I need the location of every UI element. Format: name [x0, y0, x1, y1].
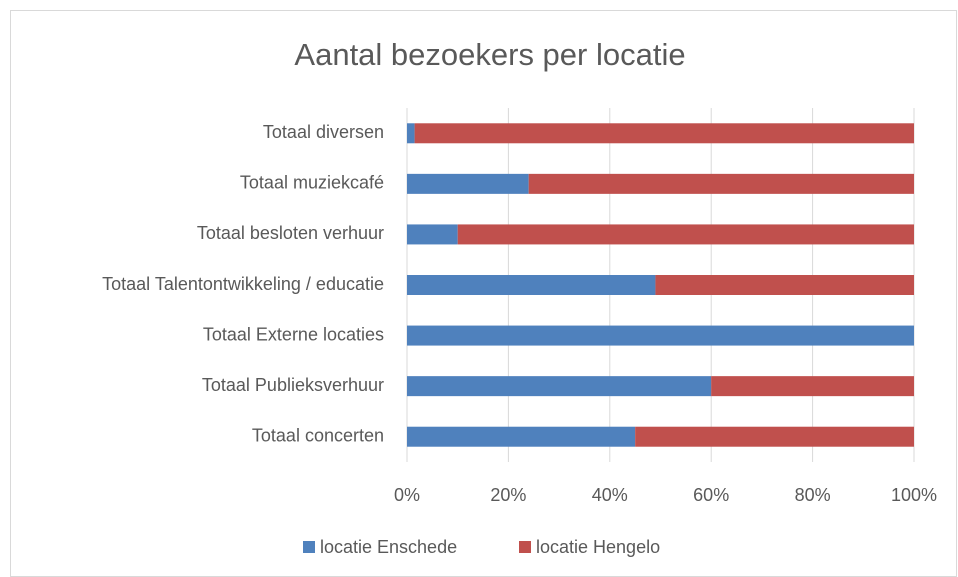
bar-segment: [655, 275, 914, 295]
bar-segment: [457, 224, 914, 245]
y-tick-label: Totaal concerten: [252, 425, 384, 445]
legend-swatch: [303, 541, 315, 553]
chart-title: Aantal bezoekers per locatie: [294, 37, 685, 72]
bar-segment: [407, 123, 415, 144]
bar-segment: [407, 173, 529, 194]
x-tick-label: 60%: [693, 485, 729, 505]
bar-segment: [407, 224, 458, 245]
x-tick-label: 100%: [891, 485, 937, 505]
bar-segment: [407, 376, 712, 397]
y-tick-label: Totaal muziekcafé: [240, 173, 384, 193]
bar-segment: [635, 426, 914, 447]
y-tick-label: Totaal besloten verhuur: [197, 223, 384, 243]
bar-segment: [407, 426, 636, 447]
x-tick-label: 40%: [592, 485, 628, 505]
bar-segment: [407, 325, 914, 346]
bar-segment: [407, 275, 656, 295]
x-tick-label: 80%: [795, 485, 831, 505]
legend-swatch: [519, 541, 531, 553]
bar-segment: [711, 376, 914, 397]
x-tick-label: 20%: [490, 485, 526, 505]
y-tick-label: Totaal Talentontwikkeling / educatie: [102, 274, 384, 294]
legend-label: locatie Enschede: [320, 537, 457, 557]
bar-segment: [414, 123, 914, 144]
y-tick-label: Totaal diversen: [263, 122, 384, 142]
legend-label: locatie Hengelo: [536, 537, 660, 557]
x-tick-label: 0%: [394, 485, 420, 505]
y-tick-label: Totaal Externe locaties: [203, 324, 384, 344]
bar-segment: [528, 173, 914, 194]
y-tick-label: Totaal Publieksverhuur: [202, 375, 384, 395]
